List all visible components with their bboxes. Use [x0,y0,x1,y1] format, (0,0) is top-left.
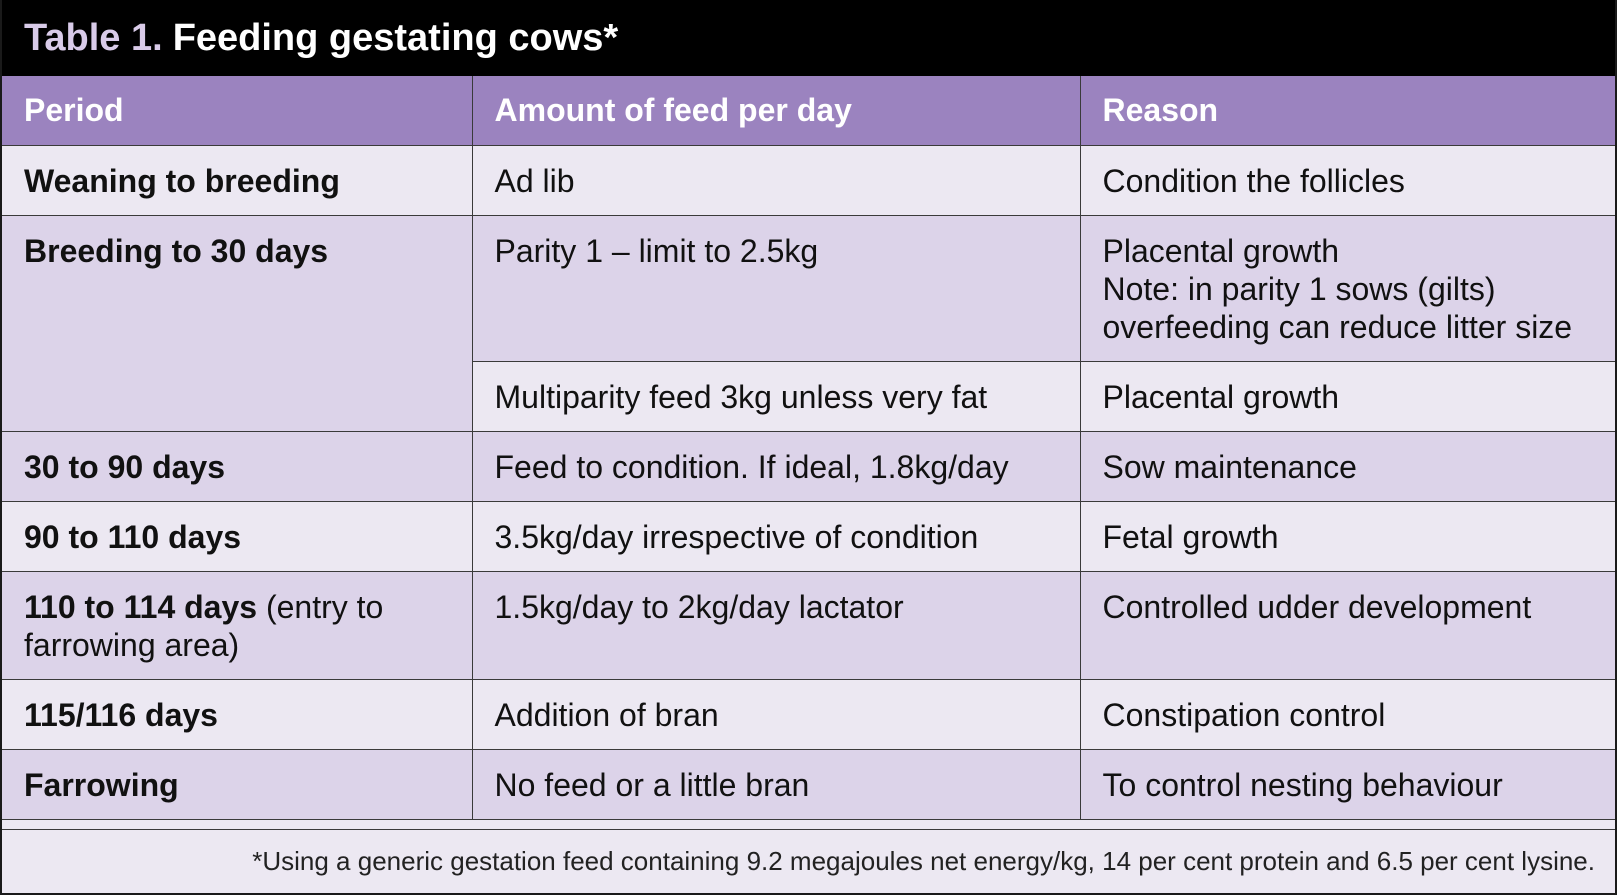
table-row: Weaning to breeding Ad lib Condition the… [2,144,1615,216]
reason-cell: Sow maintenance [1079,430,1615,502]
header-reason: Reason [1079,76,1615,146]
table-row: 30 to 90 days Feed to condition. If idea… [2,430,1615,502]
header-period: Period [2,76,473,146]
amount-cell: 1.5kg/day to 2kg/day lactator [471,570,1081,680]
amount-cell: Addition of bran [471,678,1081,750]
reason-line: Placental growth [1102,232,1340,269]
reason-cell: Placental growth [1079,360,1615,432]
amount-cell: 3.5kg/day irrespective of condition [471,500,1081,572]
reason-cell: Controlled udder development [1079,570,1615,680]
table-row: Multiparity feed 3kg unless very fat Pla… [2,360,1615,432]
header-row: Period Amount of feed per day Reason [2,76,1615,146]
table-row: 110 to 114 days (entry to farrowing area… [2,570,1615,680]
table-title-text: Feeding gestating cows* [172,16,619,59]
feeding-table: Period Amount of feed per day Reason Wea… [2,76,1615,820]
reason-cell: Placental growth Note: in parity 1 sows … [1079,214,1615,362]
table-title: Table 1. Feeding gestating cows* [2,0,1615,76]
period-label: 110 to 114 days [24,588,258,625]
amount-cell: Feed to condition. If ideal, 1.8kg/day [471,430,1081,502]
period-cell: Weaning to breeding [2,144,473,216]
table-row: Farrowing No feed or a little bran To co… [2,748,1615,820]
period-cell: 90 to 110 days [2,500,473,572]
reason-line: overfeeding can reduce litter size [1102,308,1573,345]
table-number: Table 1. [24,16,163,59]
amount-cell: Multiparity feed 3kg unless very fat [472,360,1081,432]
table-footnote: *Using a generic gestation feed containi… [2,829,1615,893]
period-note: (entry to farrowing area) [24,588,384,663]
reason-line: Note: in parity 1 sows (gilts) [1102,270,1496,307]
table-row: 90 to 110 days 3.5kg/day irrespective of… [2,500,1615,572]
reason-cell: Condition the follicles [1079,144,1615,216]
period-cell: Farrowing [2,748,473,820]
period-cell: 115/116 days [2,678,473,750]
reason-cell: Constipation control [1079,678,1615,750]
table-row: 115/116 days Addition of bran Constipati… [2,678,1615,750]
reason-cell: To control nesting behaviour [1079,748,1615,820]
reason-cell: Fetal growth [1079,500,1615,572]
period-cell: 110 to 114 days (entry to farrowing area… [2,570,473,680]
amount-cell: Parity 1 – limit to 2.5kg [471,214,1081,362]
table-row: Breeding to 30 days Parity 1 – limit to … [2,214,1615,432]
header-amount: Amount of feed per day [471,76,1081,146]
period-cell: 30 to 90 days [2,430,473,502]
amount-cell: Ad lib [471,144,1081,216]
period-cell: Breeding to 30 days [2,214,473,432]
amount-cell: No feed or a little bran [471,748,1081,820]
